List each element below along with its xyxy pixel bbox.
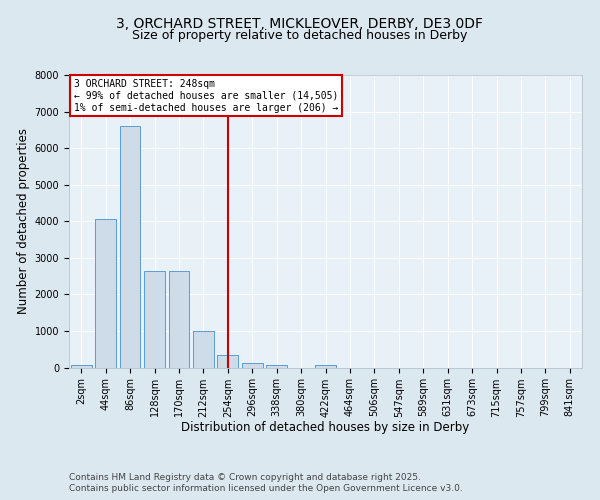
Bar: [193, 331, 214, 368]
X-axis label: Distribution of detached houses by size in Derby: Distribution of detached houses by size …: [181, 421, 470, 434]
Bar: [71, 365, 92, 368]
Text: Contains public sector information licensed under the Open Government Licence v3: Contains public sector information licen…: [69, 484, 463, 493]
Text: 3 ORCHARD STREET: 248sqm
← 99% of detached houses are smaller (14,505)
1% of sem: 3 ORCHARD STREET: 248sqm ← 99% of detach…: [74, 80, 338, 112]
Bar: [169, 270, 190, 368]
Text: Size of property relative to detached houses in Derby: Size of property relative to detached ho…: [133, 29, 467, 42]
Bar: [217, 354, 238, 368]
Bar: [315, 365, 336, 368]
Text: Contains HM Land Registry data © Crown copyright and database right 2025.: Contains HM Land Registry data © Crown c…: [69, 472, 421, 482]
Text: 3, ORCHARD STREET, MICKLEOVER, DERBY, DE3 0DF: 3, ORCHARD STREET, MICKLEOVER, DERBY, DE…: [116, 18, 484, 32]
Bar: [266, 364, 287, 368]
Bar: [242, 362, 263, 368]
Bar: [95, 220, 116, 368]
Bar: [119, 126, 140, 368]
Bar: [144, 270, 165, 368]
Y-axis label: Number of detached properties: Number of detached properties: [17, 128, 31, 314]
